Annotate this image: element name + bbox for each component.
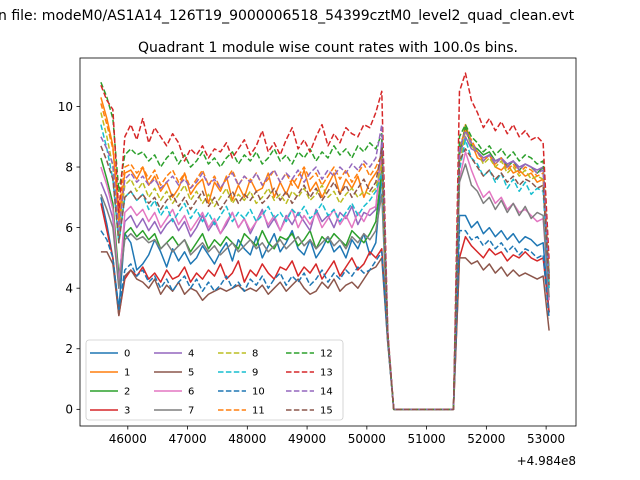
y-tick-label: 6: [65, 221, 73, 235]
y-tick-label: 2: [65, 342, 73, 356]
legend-label-2: 2: [124, 387, 130, 398]
series-line-15: [100, 145, 550, 411]
series-line-8: [100, 112, 550, 411]
x-offset-text: +4.984e8: [517, 454, 576, 468]
series-line-9: [100, 124, 550, 411]
x-tick-label: 52000: [467, 432, 505, 446]
series-line-14: [100, 123, 550, 411]
legend-label-8: 8: [252, 349, 258, 360]
y-tick-label: 4: [65, 281, 73, 295]
legend-label-12: 12: [320, 349, 333, 360]
legend-label-6: 6: [188, 387, 194, 398]
legend-label-4: 4: [188, 349, 194, 360]
series-line-12: [100, 81, 550, 411]
x-tick-label: 49000: [288, 432, 326, 446]
legend-label-10: 10: [252, 387, 265, 398]
x-tick-label: 46000: [109, 432, 147, 446]
series-line-0: [100, 172, 550, 411]
legend-label-11: 11: [252, 406, 265, 417]
legend-label-14: 14: [320, 387, 333, 398]
y-tick-label: 0: [65, 403, 73, 417]
x-tick-label: 50000: [348, 432, 386, 446]
x-tick-label: 47000: [168, 432, 206, 446]
legend-label-0: 0: [124, 349, 130, 360]
y-tick-label: 10: [58, 100, 73, 114]
x-axis: 46000 47000 48000 49000 50000 51000 52000 53000: [109, 426, 565, 446]
legend-label-13: 13: [320, 368, 333, 379]
plot-lines: [100, 72, 550, 411]
x-tick-label: 48000: [228, 432, 266, 446]
legend-label-1: 1: [124, 368, 130, 379]
legend-label-5: 5: [188, 368, 194, 379]
chart-title: Quadrant 1 module wise count rates with …: [138, 40, 518, 56]
axes-frame: [79, 57, 577, 427]
y-tick-label: 8: [65, 160, 73, 174]
legend-label-7: 7: [188, 406, 194, 417]
series-line-7: [100, 163, 550, 411]
series-line-11: [100, 103, 550, 411]
legend-box: [85, 339, 344, 421]
x-tick-label: 51000: [408, 432, 446, 446]
series-line-13: [100, 72, 550, 411]
series-line-10: [100, 229, 550, 411]
series-line-4: [100, 136, 550, 411]
legend-label-3: 3: [124, 406, 130, 417]
figure-suptitle: n file: modeM0/AS1A14_126T19_9000006518_…: [0, 8, 575, 24]
x-tick-label: 53000: [527, 432, 565, 446]
legend-label-9: 9: [252, 368, 258, 379]
y-axis: 0 2 4 6 8 10: [58, 100, 80, 417]
legend-label-15: 15: [320, 406, 333, 417]
